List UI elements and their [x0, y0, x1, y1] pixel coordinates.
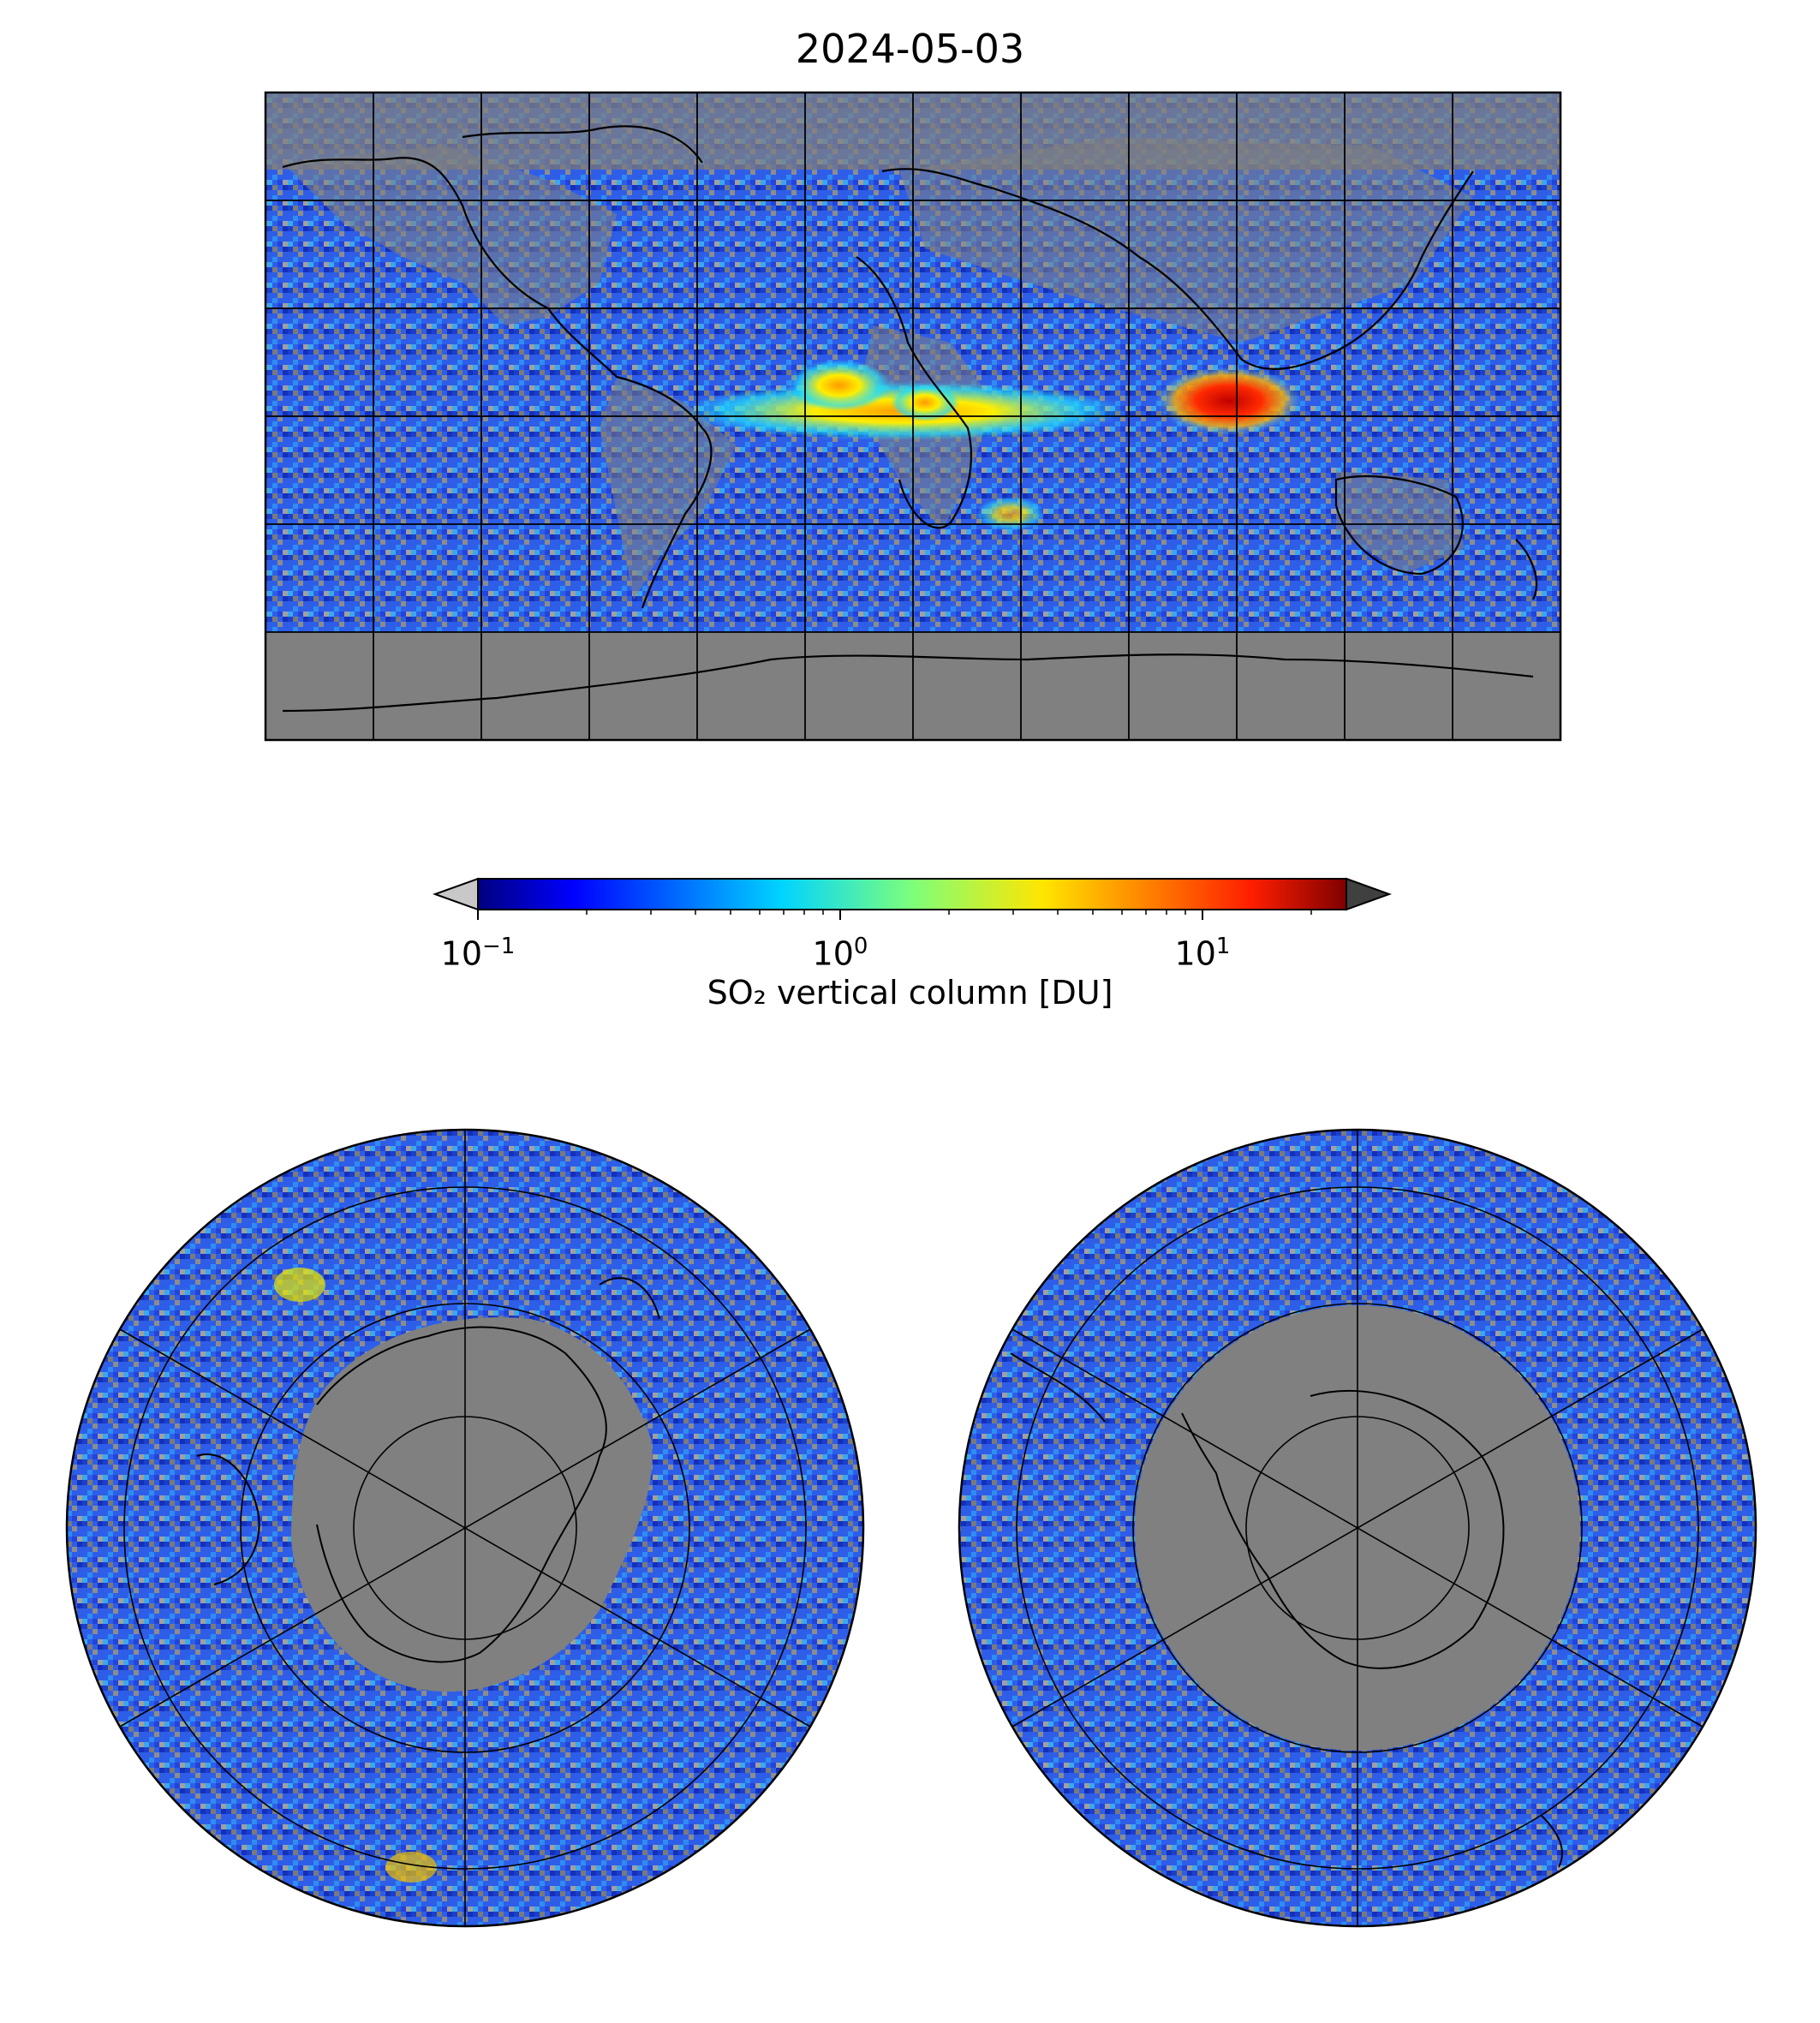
global-gridlines [266, 92, 1560, 740]
colorbar-ticks [477, 910, 1203, 920]
north-polar-coastlines [196, 1277, 660, 1663]
colorbar-label: SO₂ vertical column [DU] [707, 974, 1113, 1012]
north-america-coast [462, 125, 703, 164]
north-polar-map [67, 1130, 863, 1926]
colorbar-tick-label-2: 100 [812, 934, 868, 973]
colorbar [433, 877, 1392, 920]
south-polar-frame [958, 1128, 1757, 1928]
indian-ocean-plume [1156, 367, 1302, 435]
australia-coast [1334, 475, 1464, 576]
land-masses [283, 137, 1473, 600]
north-polar-frame [65, 1128, 865, 1928]
colorbar-frame [477, 878, 1347, 910]
global-map [266, 92, 1560, 740]
atlantic-plume-core [788, 360, 891, 411]
americas-coast [282, 157, 713, 609]
colorbar-extend-low [433, 877, 479, 911]
colorbar-minor-ticks [586, 910, 1312, 915]
colorbar-extend-high [1346, 877, 1392, 911]
global-map-frame [264, 91, 1562, 742]
arctic-no-data [291, 1317, 653, 1692]
north-polar-gridlines [119, 1130, 811, 1926]
colorbar-tick-label-3: 101 [1174, 934, 1231, 973]
np-yellow-patch-2 [385, 1852, 437, 1883]
map-title: 2024-05-03 [795, 26, 1025, 72]
np-yellow-patch-1 [274, 1268, 325, 1302]
new-zealand-coast [1515, 539, 1537, 600]
south-polar-map [959, 1130, 1756, 1926]
colorbar-tick-label-1: 10−1 [440, 934, 516, 973]
antarctica-land [1226, 1390, 1504, 1668]
south-polar-gridlines [1011, 1130, 1704, 1926]
south-africa-plume [976, 497, 1045, 531]
colorbar-gradient [478, 879, 1346, 910]
